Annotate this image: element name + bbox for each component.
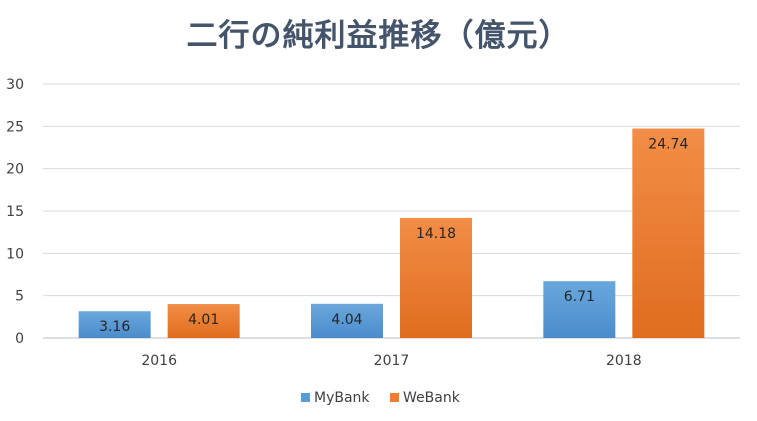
data-labels: 3.16 4.01 4.04 14.18 6.71 24.74 xyxy=(99,137,688,336)
x-tick-label: 2016 xyxy=(141,353,177,369)
y-axis-ticks: 0 5 10 15 20 25 30 xyxy=(6,77,24,347)
data-label: 24.74 xyxy=(648,137,688,153)
y-tick-label: 10 xyxy=(6,246,24,262)
legend-label-webank: WeBank xyxy=(403,390,461,406)
legend-swatch-webank xyxy=(390,393,399,402)
legend: MyBank WeBank xyxy=(301,390,461,406)
data-label: 6.71 xyxy=(564,289,595,305)
y-tick-label: 30 xyxy=(6,77,24,93)
legend-label-mybank: MyBank xyxy=(314,390,370,406)
x-tick-label: 2017 xyxy=(374,353,410,369)
x-axis-ticks: 2016 2017 2018 xyxy=(141,353,641,369)
y-tick-label: 20 xyxy=(6,162,24,178)
bar-mybank-2016 xyxy=(78,311,151,338)
data-label: 14.18 xyxy=(416,226,456,242)
data-label: 4.04 xyxy=(331,312,362,328)
data-label: 4.01 xyxy=(188,312,219,328)
bar-webank-2016 xyxy=(167,304,240,338)
y-tick-label: 0 xyxy=(15,331,24,347)
chart-title: 二行の純利益推移（億元） xyxy=(186,18,571,54)
data-label: 3.16 xyxy=(99,319,130,335)
y-tick-label: 25 xyxy=(6,119,24,135)
gridlines xyxy=(43,83,740,339)
legend-swatch-mybank xyxy=(301,393,310,402)
bar-mybank-2017 xyxy=(311,303,383,338)
bar-webank-2018 xyxy=(632,128,705,338)
bars xyxy=(78,128,705,338)
bar-mybank-2018 xyxy=(543,281,616,338)
y-tick-label: 5 xyxy=(15,289,24,305)
y-tick-label: 15 xyxy=(6,204,24,220)
bar-webank-2017 xyxy=(400,217,472,338)
x-tick-label: 2018 xyxy=(606,353,642,369)
